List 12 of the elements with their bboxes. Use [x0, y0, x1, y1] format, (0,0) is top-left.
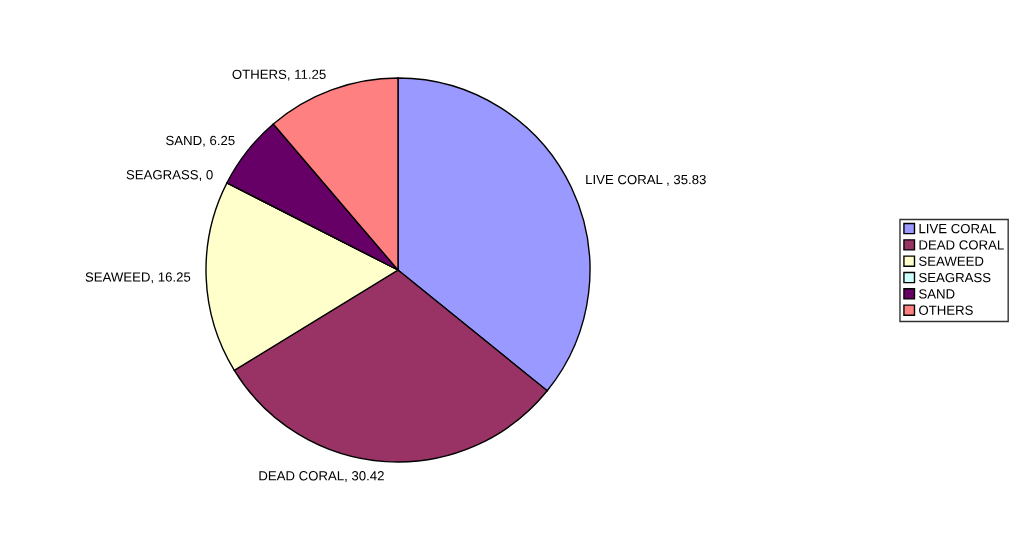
- legend-label: LIVE CORAL: [919, 223, 996, 234]
- data-label: SEAWEED, 16.25: [85, 272, 191, 284]
- legend-label: SAND: [919, 289, 955, 299]
- legend-label: SEAWEED: [919, 256, 984, 266]
- data-label: DEAD CORAL, 30.42: [259, 471, 384, 483]
- data-label: SAND, 6.25: [166, 135, 235, 147]
- text: SEAGRASS, 0: [126, 170, 213, 181]
- data-label: OTHERS, 11.25: [232, 69, 326, 81]
- legend-label: DEAD CORAL: [919, 240, 1004, 250]
- data-label: LIVE CORAL , 35.83: [586, 174, 706, 186]
- legend-label: OTHERS: [919, 305, 973, 315]
- legend-label: SEAGRASS: [919, 272, 991, 283]
